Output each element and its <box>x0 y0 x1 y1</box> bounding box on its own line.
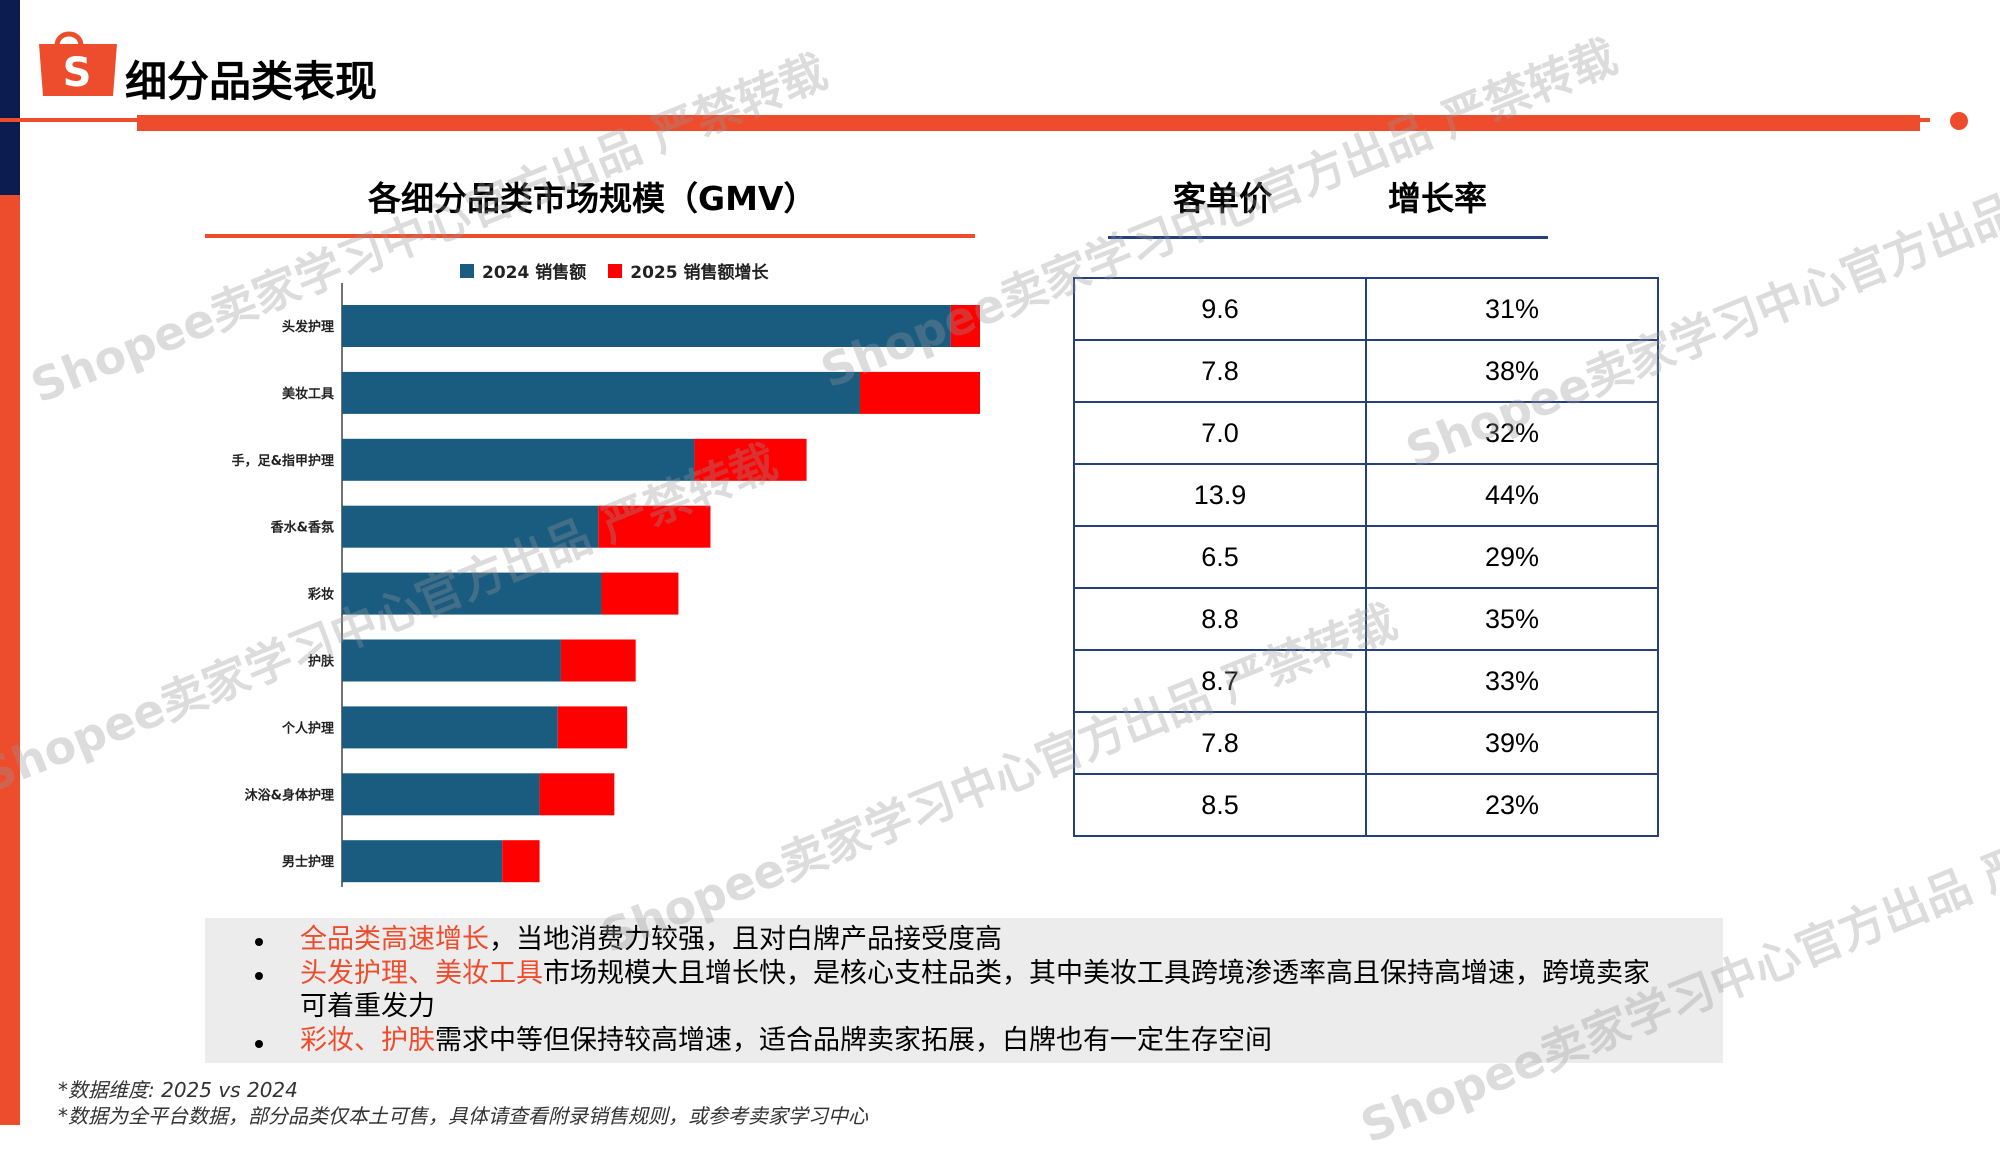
bar-2024 <box>342 305 951 347</box>
category-label: 护肤 <box>308 654 335 670</box>
cell-growth-rate: 23% <box>1365 773 1659 837</box>
bar-2024 <box>342 371 860 414</box>
footnote-1: *数据维度: 2025 vs 2024 <box>58 1078 298 1102</box>
bar-2025-growth <box>950 305 980 347</box>
bar-2024 <box>342 706 558 749</box>
cell-unit-price: 6.5 <box>1073 525 1367 589</box>
insight-2: 头发护理、美妆工具市场规模大且增长快，是核心支柱品类，其中美妆工具跨境渗透率高且… <box>300 957 1650 990</box>
table-row: 9.6 31% <box>1073 277 1659 341</box>
cell-unit-price: 8.7 <box>1073 649 1367 713</box>
bar-2025-growth <box>557 706 628 749</box>
bar-2024 <box>342 639 561 682</box>
legend-label-2024: 2024 销售额 <box>482 263 587 283</box>
page-title: 细分品类表现 <box>125 57 378 106</box>
insight-1: 全品类高速增长，当地消费力较强，且对白牌产品接受度高 <box>300 923 1002 956</box>
bar-2025-growth <box>598 505 711 548</box>
shopee-bag-logo: S <box>39 31 117 96</box>
category-label: 手，足&指甲护理 <box>232 453 334 469</box>
cell-growth-rate: 29% <box>1365 525 1659 589</box>
header-divider-dot <box>1950 112 1968 130</box>
bullet-dot <box>255 1040 263 1048</box>
insight-2-text: 市场规模大且增长快，是核心支柱品类，其中美妆工具跨境渗透率高且保持高增速，跨境卖… <box>543 958 1650 989</box>
insight-2-highlight: 头发护理、美妆工具 <box>300 958 543 989</box>
cell-unit-price: 8.8 <box>1073 587 1367 651</box>
table-row: 8.5 23% <box>1073 773 1659 837</box>
price-growth-table: 9.6 31% 7.8 38% 7.0 32% 13.9 44% 6.5 29% 8.8 35% 8.7… <box>1073 277 1659 837</box>
bar-2024 <box>342 572 602 615</box>
category-label: 沐浴&身体护理 <box>245 787 334 803</box>
cell-growth-rate: 31% <box>1365 277 1659 341</box>
bar-2025-growth <box>601 572 679 615</box>
table-title-underline <box>1108 236 1548 239</box>
table-row: 6.5 29% <box>1073 525 1659 589</box>
left-bar-navy <box>0 0 20 195</box>
bar-2025-growth <box>560 639 636 682</box>
cell-growth-rate: 32% <box>1365 401 1659 465</box>
header-divider-thick <box>137 115 1920 131</box>
footnote-2: *数据为全平台数据，部分品类仅本土可售，具体请查看附录销售规则，或参考卖家学习中… <box>58 1104 868 1128</box>
table-col2-title: 增长率 <box>1388 179 1487 218</box>
cell-unit-price: 7.8 <box>1073 711 1367 775</box>
insight-2-cont: 可着重发力 <box>300 991 435 1022</box>
table-col1-title: 客单价 <box>1173 179 1272 218</box>
category-label: 男士护理 <box>282 854 334 870</box>
left-bar-orange <box>0 195 20 1125</box>
cell-growth-rate: 35% <box>1365 587 1659 651</box>
insight-3-text: 需求中等但保持较高增速，适合品牌卖家拓展，白牌也有一定生存空间 <box>435 1025 1272 1056</box>
cell-growth-rate: 38% <box>1365 339 1659 403</box>
cell-unit-price: 9.6 <box>1073 277 1367 341</box>
category-label: 彩妆 <box>307 587 334 603</box>
cell-unit-price: 8.5 <box>1073 773 1367 837</box>
legend-swatch-2024 <box>460 263 474 278</box>
table-row: 7.8 39% <box>1073 711 1659 775</box>
bar-2025-growth <box>694 438 807 481</box>
bar-2025-growth <box>502 840 540 883</box>
chart-legend: 2024 销售额 2025 销售额增长 <box>460 258 780 283</box>
cell-unit-price: 7.8 <box>1073 339 1367 403</box>
bar-2025-growth <box>859 371 980 414</box>
table-row: 7.0 32% <box>1073 401 1659 465</box>
bar-2024 <box>342 438 695 481</box>
legend-swatch-2025 <box>608 263 623 278</box>
cell-growth-rate: 44% <box>1365 463 1659 527</box>
cell-growth-rate: 39% <box>1365 711 1659 775</box>
bar-2024 <box>342 505 599 548</box>
bullet-dot <box>255 938 263 946</box>
legend-item-2024: 2024 销售额 <box>460 258 586 283</box>
cell-unit-price: 13.9 <box>1073 463 1367 527</box>
insight-1-highlight: 全品类高速增长 <box>300 924 489 955</box>
chart-section-title: 各细分品类市场规模（GMV） <box>368 179 817 218</box>
svg-text:S: S <box>63 50 92 96</box>
table-row: 13.9 44% <box>1073 463 1659 527</box>
cell-growth-rate: 33% <box>1365 649 1659 713</box>
insight-3: 彩妆、护肤需求中等但保持较高增速，适合品牌卖家拓展，白牌也有一定生存空间 <box>300 1024 1272 1057</box>
legend-item-2025: 2025 销售额增长 <box>608 258 768 283</box>
insights-box: 全品类高速增长，当地消费力较强，且对白牌产品接受度高 头发护理、美妆工具市场规模… <box>205 918 1723 1063</box>
category-label: 美妆工具 <box>282 386 334 402</box>
category-label: 头发护理 <box>282 319 334 335</box>
category-label: 香水&香氛 <box>270 520 334 536</box>
bar-2024 <box>342 840 503 883</box>
legend-label-2025: 2025 销售额增长 <box>630 263 769 283</box>
chart-title-underline <box>205 234 975 238</box>
table-row: 7.8 38% <box>1073 339 1659 403</box>
insight-1-text: ，当地消费力较强，且对白牌产品接受度高 <box>489 924 1002 955</box>
cell-unit-price: 7.0 <box>1073 401 1367 465</box>
table-row: 8.7 33% <box>1073 649 1659 713</box>
bullet-dot <box>255 972 263 980</box>
table-row: 8.8 35% <box>1073 587 1659 651</box>
bar-2024 <box>342 773 540 816</box>
bar-2025-growth <box>539 773 615 816</box>
insight-3-highlight: 彩妆、护肤 <box>300 1025 435 1056</box>
category-label: 个人护理 <box>281 720 334 736</box>
